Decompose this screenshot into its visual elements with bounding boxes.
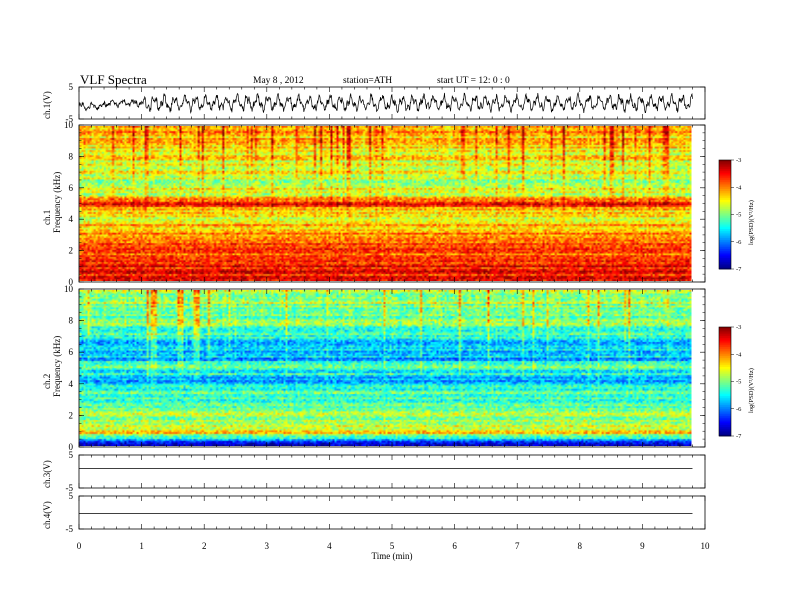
x-tick-label: 2 xyxy=(202,541,207,551)
y-tick-label: 5 xyxy=(69,491,74,501)
x-tick-label: 8 xyxy=(578,541,583,551)
y-tick-label: -5 xyxy=(66,524,74,534)
x-tick-label: 10 xyxy=(701,541,711,551)
start-time-label: start UT = 12: 0 : 0 xyxy=(437,76,510,86)
ch1-spectrogram-ylabel-channel: ch.1 xyxy=(42,210,52,225)
ch1-colorbar-tick-label: -3 xyxy=(736,157,741,164)
ch3-waveform-ylabel: ch.3(V) xyxy=(42,460,52,488)
ch1-colorbar-tick-label: -6 xyxy=(736,239,742,246)
ch2-spectrogram-panel xyxy=(78,288,706,448)
y-tick-label: 0 xyxy=(69,277,74,287)
ch2-colorbar-tick-label: -4 xyxy=(736,351,742,358)
ch1-colorbar: -3 -4 -5 -6 -7 xyxy=(718,157,742,273)
ch1-spectrogram-ylabel-frequency: Frequency (kHz) xyxy=(52,172,62,233)
ch4-waveform-panel xyxy=(78,495,706,530)
ch1-colorbar-tick-label: -7 xyxy=(736,266,742,273)
x-tick-label: 1 xyxy=(139,541,144,551)
station-label: station=ATH xyxy=(343,76,392,86)
y-tick-label: 10 xyxy=(64,284,74,294)
ch2-colorbar-tick-label: -3 xyxy=(736,324,741,331)
date-label: May 8 , 2012 xyxy=(253,76,304,86)
ch1-spectrogram-heatmap-image xyxy=(79,126,692,281)
x-tick-label: 7 xyxy=(515,541,520,551)
ch1-spectrogram-panel xyxy=(78,124,706,283)
y-tick-label: 6 xyxy=(69,347,74,357)
y-tick-label: 8 xyxy=(69,316,74,326)
ch2-colorbar-tick-label: -6 xyxy=(736,406,742,413)
x-tick-label: 4 xyxy=(327,541,332,551)
x-tick-label: 3 xyxy=(265,541,270,551)
y-tick-label: 5 xyxy=(69,450,74,460)
ch2-colorbar-label: log(PSD)(V²/Hz) xyxy=(748,368,755,413)
x-axis-label: Time (min) xyxy=(372,551,413,561)
y-tick-label: 6 xyxy=(69,183,74,193)
ch1-colorbar-tick-label: -4 xyxy=(736,184,742,191)
ch3-waveform-panel xyxy=(78,454,706,489)
ch1-waveform-ylabel: ch.1(V) xyxy=(42,91,52,119)
y-tick-label: 0 xyxy=(69,442,74,452)
ch2-colorbar: -3 -4 -5 -6 -7 xyxy=(718,324,742,440)
figure-title: VLF Spectra xyxy=(80,72,147,87)
y-tick-label: 2 xyxy=(69,246,74,256)
y-tick-label: 8 xyxy=(69,151,74,161)
y-tick-label: 4 xyxy=(69,214,74,224)
ch1-colorbar-label: log(PSD)(V²/Hz) xyxy=(748,200,755,245)
ch2-colorbar-tick-label: -5 xyxy=(736,379,741,386)
ch2-spectrogram-ylabel-frequency: Frequency (kHz) xyxy=(52,336,62,397)
x-tick-label: 9 xyxy=(640,541,645,551)
x-tick-label: 5 xyxy=(390,541,395,551)
ch1-waveform-line xyxy=(78,91,693,114)
ch4-waveform-ylabel: ch.4(V) xyxy=(42,501,52,529)
ch1-waveform-panel xyxy=(78,86,706,120)
y-tick-label: 10 xyxy=(64,120,74,130)
y-tick-label: 5 xyxy=(69,82,74,92)
ch2-spectrogram-heatmap-image xyxy=(79,290,692,446)
ch2-colorbar-tick-label: -7 xyxy=(736,433,742,440)
x-tick-label: 0 xyxy=(77,541,82,551)
y-tick-label: -5 xyxy=(66,483,74,493)
y-tick-label: -5 xyxy=(66,114,74,124)
y-tick-label: 2 xyxy=(69,410,74,420)
ch1-colorbar-tick-label: -5 xyxy=(736,212,741,219)
ch2-spectrogram-ylabel-channel: ch.2 xyxy=(42,374,52,389)
x-tick-label: 6 xyxy=(452,541,457,551)
y-tick-label: 4 xyxy=(69,379,74,389)
